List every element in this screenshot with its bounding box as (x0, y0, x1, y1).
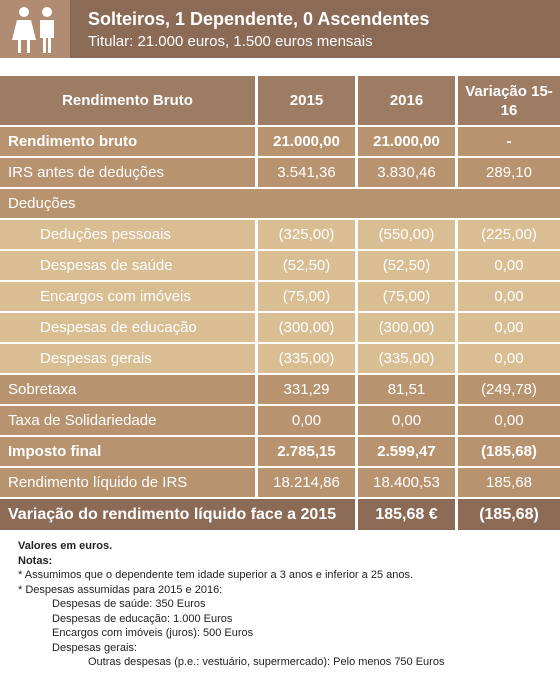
subtitle: Titular: 21.000 euros, 1.500 euros mensa… (88, 33, 373, 50)
row-label: Deduções (0, 189, 560, 218)
cell-value: 81,51 (358, 375, 455, 404)
cell-value: 0,00 (358, 406, 455, 435)
total-value: 185,68 € (358, 499, 455, 530)
cell-value: (75,00) (358, 282, 455, 311)
note-line: Despesas de saúde: 350 Euros (52, 598, 206, 610)
cell-value: (225,00) (458, 220, 560, 249)
cell-value: 0,00 (458, 282, 560, 311)
note-line: Encargos com imóveis (juros): 500 Euros (52, 627, 254, 639)
row-label: Encargos com imóveis (0, 282, 255, 311)
cell-value: 18.214,86 (258, 468, 355, 497)
cell-value: 0,00 (458, 406, 560, 435)
cell-value: (300,00) (358, 313, 455, 342)
cell-value: 3.830,46 (358, 158, 455, 187)
column-header: 2015 (258, 76, 355, 125)
cell-value: 3.541,36 (258, 158, 355, 187)
column-header: Rendimento Bruto (0, 76, 255, 125)
cell-value: 0,00 (458, 251, 560, 280)
note-line: * Despesas assumidas para 2015 e 2016: (18, 583, 223, 596)
cell-value: (185,68) (458, 437, 560, 466)
cell-value: - (458, 127, 560, 156)
column-header: 2016 (358, 76, 455, 125)
total-value: (185,68) (458, 499, 560, 530)
column-header: Variação 15-16 (458, 76, 560, 125)
cell-value: 289,10 (458, 158, 560, 187)
note-line: Notas: (18, 554, 53, 567)
cell-value: 331,29 (258, 375, 355, 404)
cell-value: 2.785,15 (258, 437, 355, 466)
row-label: Despesas de educação (0, 313, 255, 342)
cell-value: (249,78) (458, 375, 560, 404)
total-label: Variação do rendimento líquido face a 20… (0, 499, 355, 530)
cell-value: 21.000,00 (258, 127, 355, 156)
note-line: * Assumimos que o dependente tem idade s… (18, 569, 414, 581)
cell-value: (300,00) (258, 313, 355, 342)
banner (0, 0, 560, 58)
cell-value: 2.599,47 (358, 437, 455, 466)
row-label: Rendimento bruto (0, 127, 255, 156)
title: Solteiros, 1 Dependente, 0 Ascendentes (88, 9, 430, 29)
note-line: Outras despesas (p.e.: vestuário, superm… (88, 656, 445, 668)
row-label: Taxa de Solidariedade (0, 406, 255, 435)
cell-value: 0,00 (458, 344, 560, 373)
people-icon (0, 0, 70, 58)
cell-value: (335,00) (258, 344, 355, 373)
cell-value: 21.000,00 (358, 127, 455, 156)
cell-value: 185,68 (458, 468, 560, 497)
note-line: Despesas gerais: (52, 641, 137, 654)
row-label: Sobretaxa (0, 375, 255, 404)
note-line: Despesas de educação: 1.000 Euros (52, 612, 233, 625)
cell-value: (325,00) (258, 220, 355, 249)
cell-value: (52,50) (358, 251, 455, 280)
cell-value: (335,00) (358, 344, 455, 373)
row-label: Rendimento líquido de IRS (0, 468, 255, 497)
cell-value: (52,50) (258, 251, 355, 280)
cell-value: (550,00) (358, 220, 455, 249)
note-line: Valores em euros. (18, 540, 113, 552)
cell-value: (75,00) (258, 282, 355, 311)
row-label: Deduções pessoais (0, 220, 255, 249)
row-label: Despesas de saúde (0, 251, 255, 280)
cell-value: 0,00 (458, 313, 560, 342)
row-label: Imposto final (0, 437, 255, 466)
cell-value: 0,00 (258, 406, 355, 435)
row-label: IRS antes de deduções (0, 158, 255, 187)
cell-value: 18.400,53 (358, 468, 455, 497)
row-label: Despesas gerais (0, 344, 255, 373)
